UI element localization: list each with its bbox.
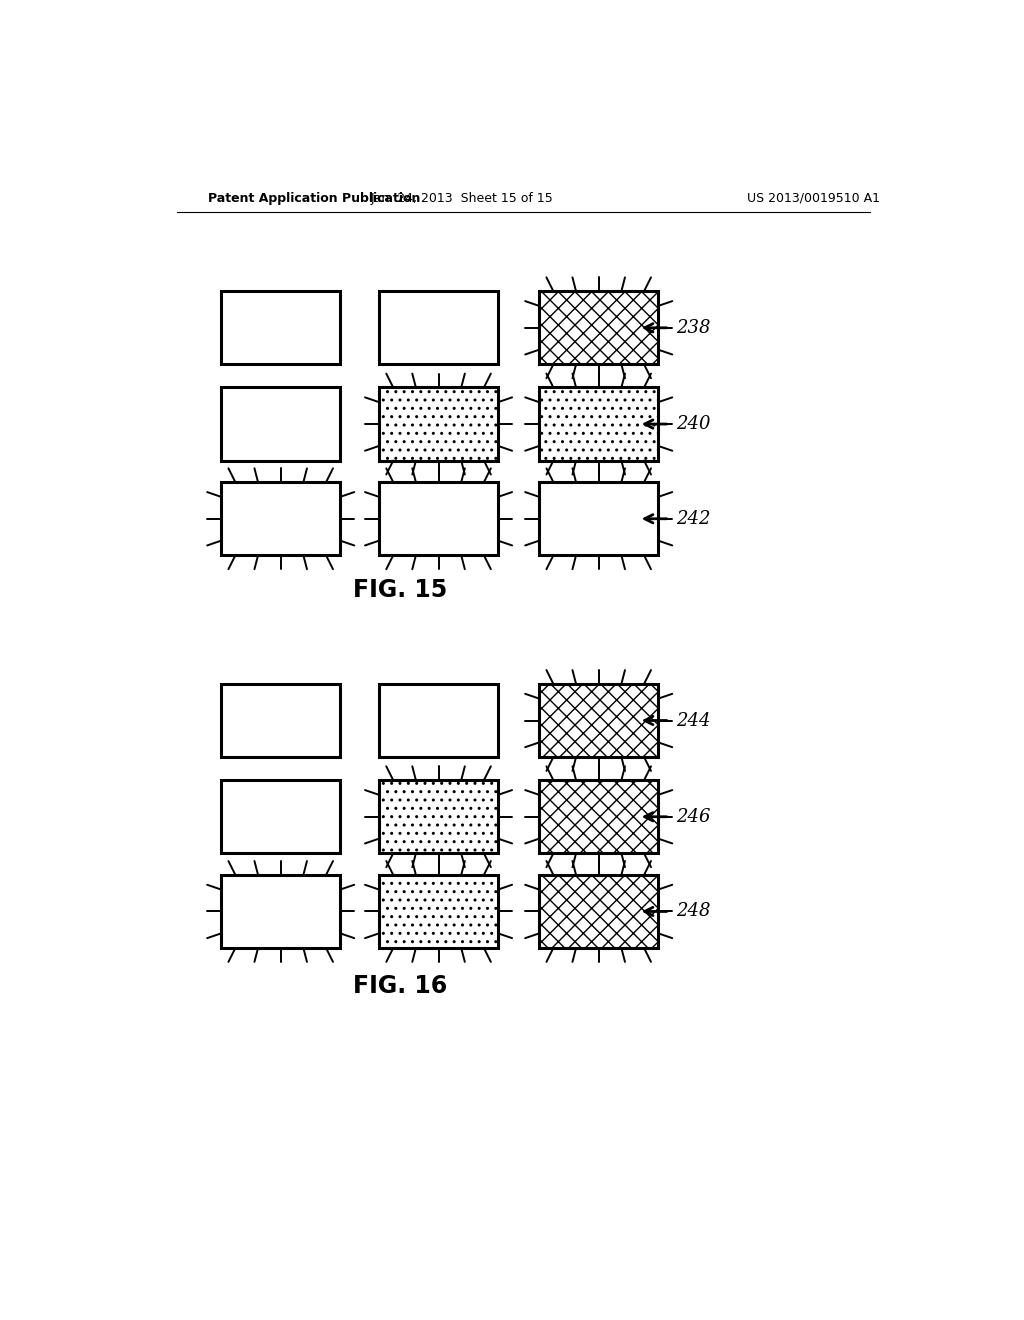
Text: 248: 248 [676, 903, 711, 920]
Text: Jan. 24, 2013  Sheet 15 of 15: Jan. 24, 2013 Sheet 15 of 15 [371, 191, 553, 205]
Bar [221, 875, 340, 948]
Bar [539, 388, 658, 461]
Bar [539, 875, 658, 948]
Bar [221, 482, 340, 556]
Text: FIG. 16: FIG. 16 [353, 974, 447, 998]
Bar [221, 292, 340, 364]
Text: US 2013/0019510 A1: US 2013/0019510 A1 [746, 191, 880, 205]
Text: 240: 240 [676, 414, 711, 433]
Bar [221, 684, 340, 758]
Bar [539, 780, 658, 853]
Bar [379, 482, 499, 556]
Bar [379, 388, 499, 461]
Bar [379, 875, 499, 948]
Text: 242: 242 [676, 510, 711, 528]
Text: FIG. 15: FIG. 15 [353, 578, 447, 602]
Bar [379, 684, 499, 758]
Text: 238: 238 [676, 319, 711, 337]
Text: 244: 244 [676, 711, 711, 730]
Text: 246: 246 [676, 808, 711, 826]
Bar [379, 780, 499, 853]
Bar [221, 388, 340, 461]
Bar [539, 684, 658, 758]
Bar [539, 292, 658, 364]
Bar [221, 780, 340, 853]
Text: Patent Application Publication: Patent Application Publication [208, 191, 420, 205]
Bar [539, 482, 658, 556]
Bar [379, 292, 499, 364]
